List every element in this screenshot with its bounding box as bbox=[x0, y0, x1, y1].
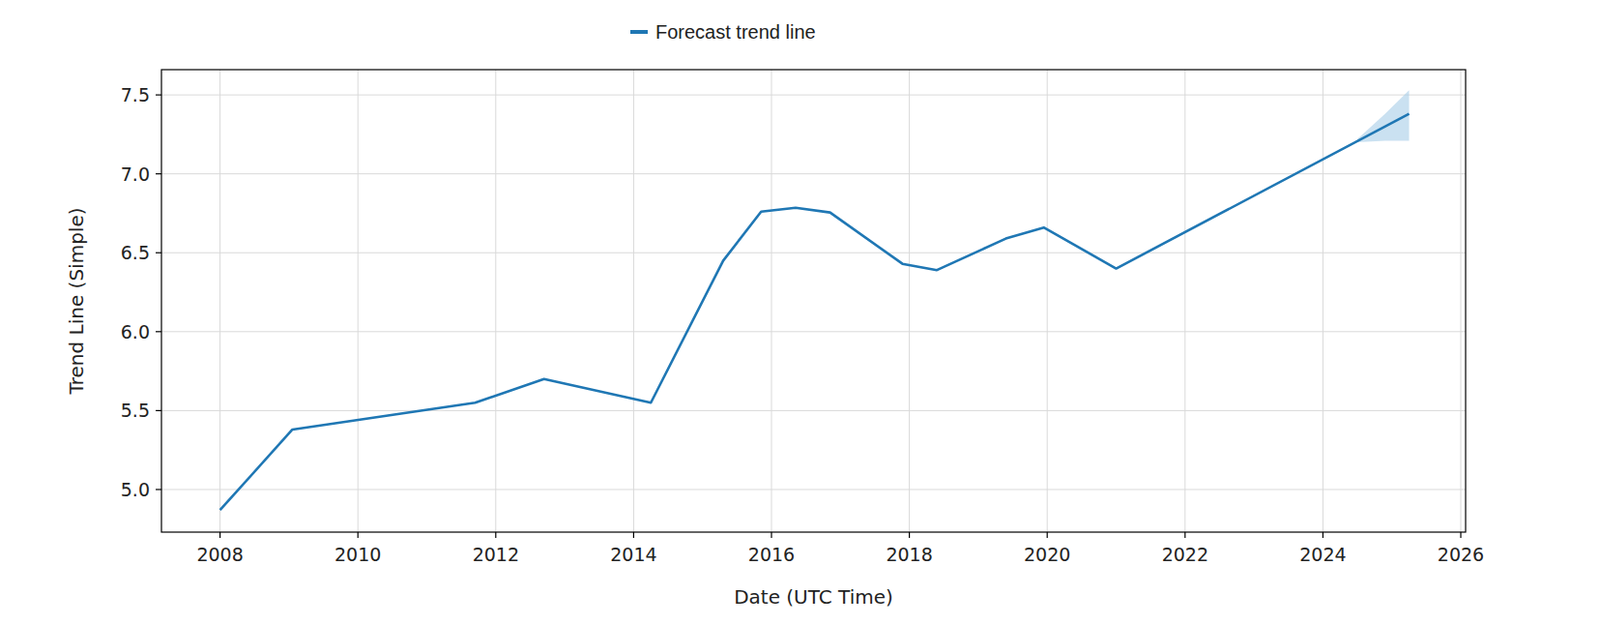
x-tick bbox=[1184, 531, 1186, 538]
y-tick bbox=[155, 330, 162, 332]
y-grid-line bbox=[161, 252, 1466, 254]
x-grid-line bbox=[219, 69, 221, 532]
x-tick-label: 2018 bbox=[885, 543, 932, 565]
plot-data bbox=[220, 89, 1410, 510]
y-tick-label: 5.0 bbox=[120, 478, 150, 500]
x-tick bbox=[908, 531, 910, 538]
x-tick-label: 2016 bbox=[748, 543, 795, 565]
x-grid-line bbox=[357, 69, 359, 532]
y-tick bbox=[155, 94, 162, 96]
x-tick-label: 2010 bbox=[334, 543, 381, 565]
y-tick-label: 6.0 bbox=[120, 320, 150, 343]
y-grid-line bbox=[161, 488, 1466, 490]
x-grid-line bbox=[1047, 69, 1048, 532]
y-axis-label: Trend Line (Simple) bbox=[64, 206, 88, 395]
y-tick bbox=[155, 173, 162, 175]
legend: Forecast trend line bbox=[630, 21, 816, 43]
x-tick-label: 2012 bbox=[472, 543, 520, 565]
x-tick bbox=[494, 531, 496, 538]
x-axis-label: Date (UTC Time) bbox=[733, 584, 894, 609]
x-tick bbox=[1047, 531, 1048, 538]
y-tick bbox=[155, 409, 162, 411]
x-grid-line bbox=[494, 69, 496, 532]
chart: 2008 2010 2012 2014 2016 2018 2020 2022 2024 2026… bbox=[0, 0, 1600, 625]
y-tick-label: 5.5 bbox=[120, 399, 150, 421]
y-tick bbox=[155, 488, 162, 490]
x-tick-label: 2022 bbox=[1162, 543, 1209, 565]
x-tick-label: 2020 bbox=[1023, 543, 1071, 565]
y-grid-line bbox=[161, 330, 1466, 332]
x-tick bbox=[1322, 531, 1324, 538]
legend-label: Forecast trend line bbox=[655, 21, 816, 43]
x-grid-line bbox=[1460, 69, 1462, 532]
y-tick-label: 7.0 bbox=[120, 163, 150, 185]
x-tick bbox=[219, 531, 221, 538]
x-tick bbox=[770, 531, 772, 538]
grid bbox=[161, 69, 1466, 532]
x-tick-label: 2014 bbox=[610, 543, 657, 565]
x-tick-label: 2024 bbox=[1299, 543, 1346, 565]
x-grid-line bbox=[1322, 69, 1324, 532]
y-grid-line bbox=[161, 409, 1466, 411]
y-tick bbox=[155, 252, 162, 254]
x-tick-label: 2026 bbox=[1437, 543, 1484, 565]
x-grid-line bbox=[771, 69, 773, 532]
forecast-band bbox=[1357, 89, 1409, 143]
trend-line bbox=[220, 114, 1410, 510]
y-tick-label: 6.5 bbox=[120, 241, 150, 263]
y-tick-label: 7.5 bbox=[120, 84, 150, 106]
x-tick bbox=[357, 531, 359, 538]
x-grid-line bbox=[633, 69, 635, 532]
x-tick-label: 2008 bbox=[196, 543, 243, 565]
y-grid-line bbox=[161, 173, 1466, 175]
x-grid-line bbox=[908, 69, 910, 532]
x-tick bbox=[1459, 531, 1461, 538]
plot-frame bbox=[161, 69, 1466, 532]
x-tick bbox=[633, 531, 635, 538]
legend-swatch bbox=[630, 29, 648, 34]
x-grid-line bbox=[1184, 69, 1186, 532]
y-grid-line bbox=[161, 94, 1466, 96]
